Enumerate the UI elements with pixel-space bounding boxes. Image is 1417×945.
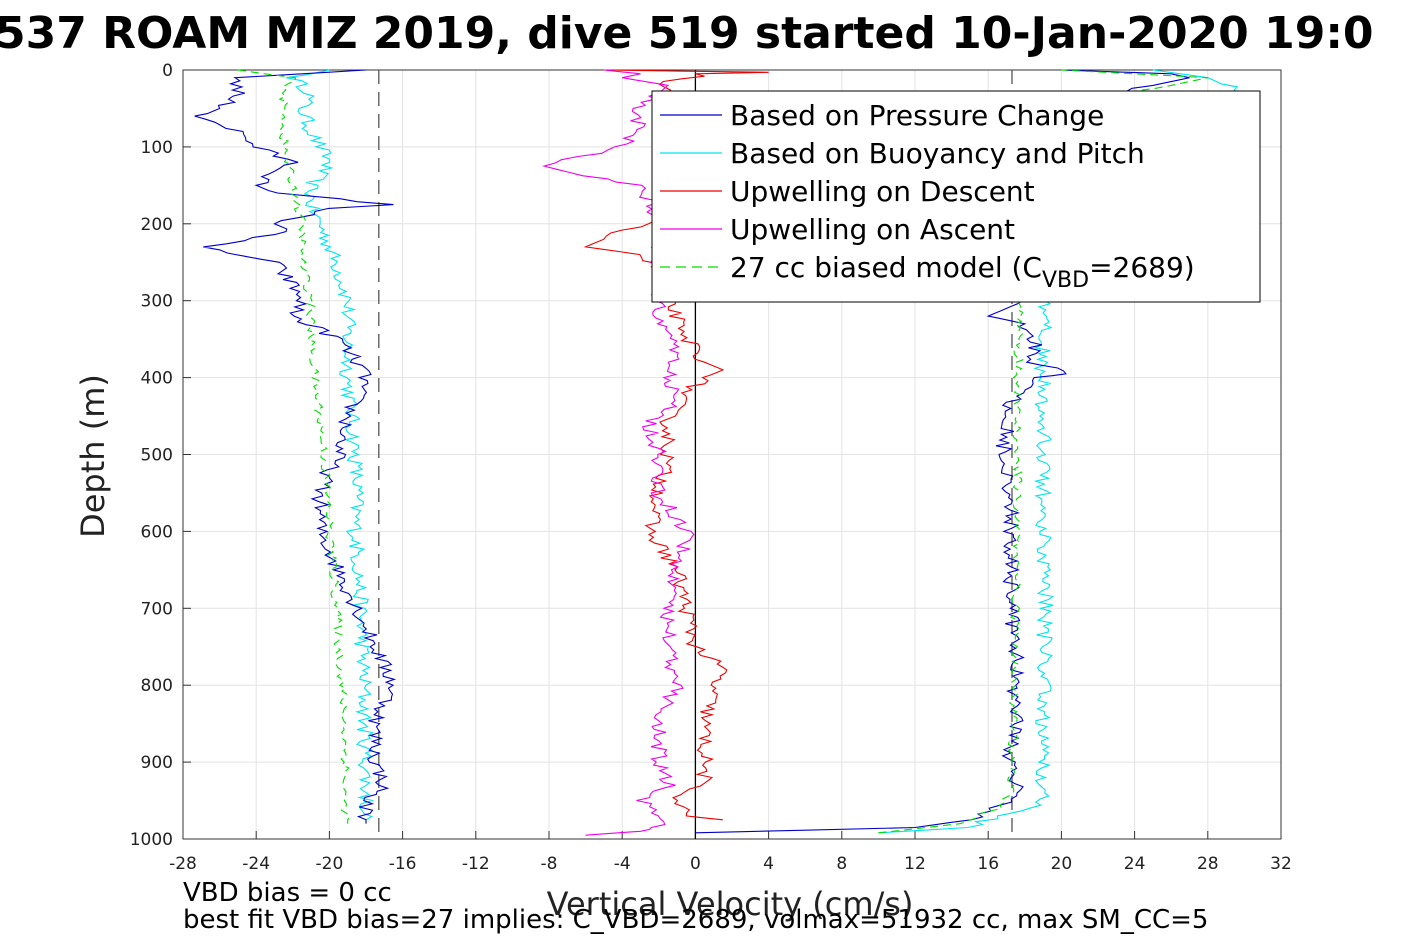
series-line: [237, 69, 351, 824]
x-tick-label: 28: [1197, 854, 1219, 874]
legend-box: [651, 90, 1261, 303]
series-line: [542, 69, 695, 836]
y-tick-label: 400: [141, 369, 173, 389]
y-tick-label: 500: [141, 446, 173, 466]
y-tick-label: 600: [141, 522, 173, 542]
x-tick-label: -20: [316, 854, 344, 874]
y-axis-ticks: 0 100 200 300 400 500 600 700 800 900 1000: [130, 61, 191, 850]
x-tick-label: 12: [904, 854, 926, 874]
legend-label-prefix: 27 cc biased model (C: [730, 251, 1042, 284]
legend-label: Based on Pressure Change: [730, 99, 1104, 132]
legend-label-subscript: VBD: [1042, 268, 1089, 293]
y-tick-label: 1000: [130, 830, 173, 850]
x-tick-label: -16: [389, 854, 417, 874]
x-tick-label: 16: [977, 854, 999, 874]
x-tick-label: -24: [242, 854, 270, 874]
series-line: [194, 69, 397, 824]
best-fit-note: best fit VBD bias=27 implies: C_VBD=2689…: [183, 905, 1208, 935]
y-tick-label: 0: [162, 61, 173, 81]
legend: Based on Pressure Change Based on Buoyanc…: [651, 90, 1261, 303]
x-tick-label: 0: [690, 854, 701, 874]
x-tick-label: -12: [462, 854, 490, 874]
legend-label: Upwelling on Ascent: [730, 213, 1015, 246]
x-tick-label: 8: [836, 854, 847, 874]
y-tick-label: 900: [141, 753, 173, 773]
series-line: [878, 69, 1208, 834]
x-tick-label: 4: [763, 854, 774, 874]
y-axis-label: Depth (m): [74, 374, 112, 538]
x-tick-label: 24: [1124, 854, 1146, 874]
x-axis-label: Vertical Velocity (cm/s): [547, 885, 914, 923]
x-tick-label: -4: [614, 854, 631, 874]
x-tick-label: -28: [169, 854, 197, 874]
y-tick-label: 200: [141, 215, 173, 235]
chart-title: 537 ROAM MIZ 2019, dive 519 started 10-J…: [0, 8, 1374, 59]
x-tick-label: -8: [541, 854, 558, 874]
legend-label: Based on Buoyancy and Pitch: [730, 137, 1145, 170]
legend-label-suffix: =2689): [1089, 251, 1195, 284]
x-tick-label: 20: [1051, 854, 1073, 874]
y-tick-label: 800: [141, 676, 173, 696]
y-tick-label: 100: [141, 138, 173, 158]
y-tick-label: 700: [141, 599, 173, 619]
vbd-bias-note: VBD bias = 0 cc: [183, 878, 392, 908]
y-tick-label: 300: [141, 292, 173, 312]
x-axis-ticks: -28 -24 -20 -16 -12 -8 -4 0 4 8 12 16 20 24 28 32: [169, 831, 1292, 874]
legend-label: 27 cc biased model (CVBD=2689): [730, 251, 1195, 293]
legend-label: Upwelling on Descent: [730, 175, 1035, 208]
x-tick-label: 32: [1270, 854, 1292, 874]
